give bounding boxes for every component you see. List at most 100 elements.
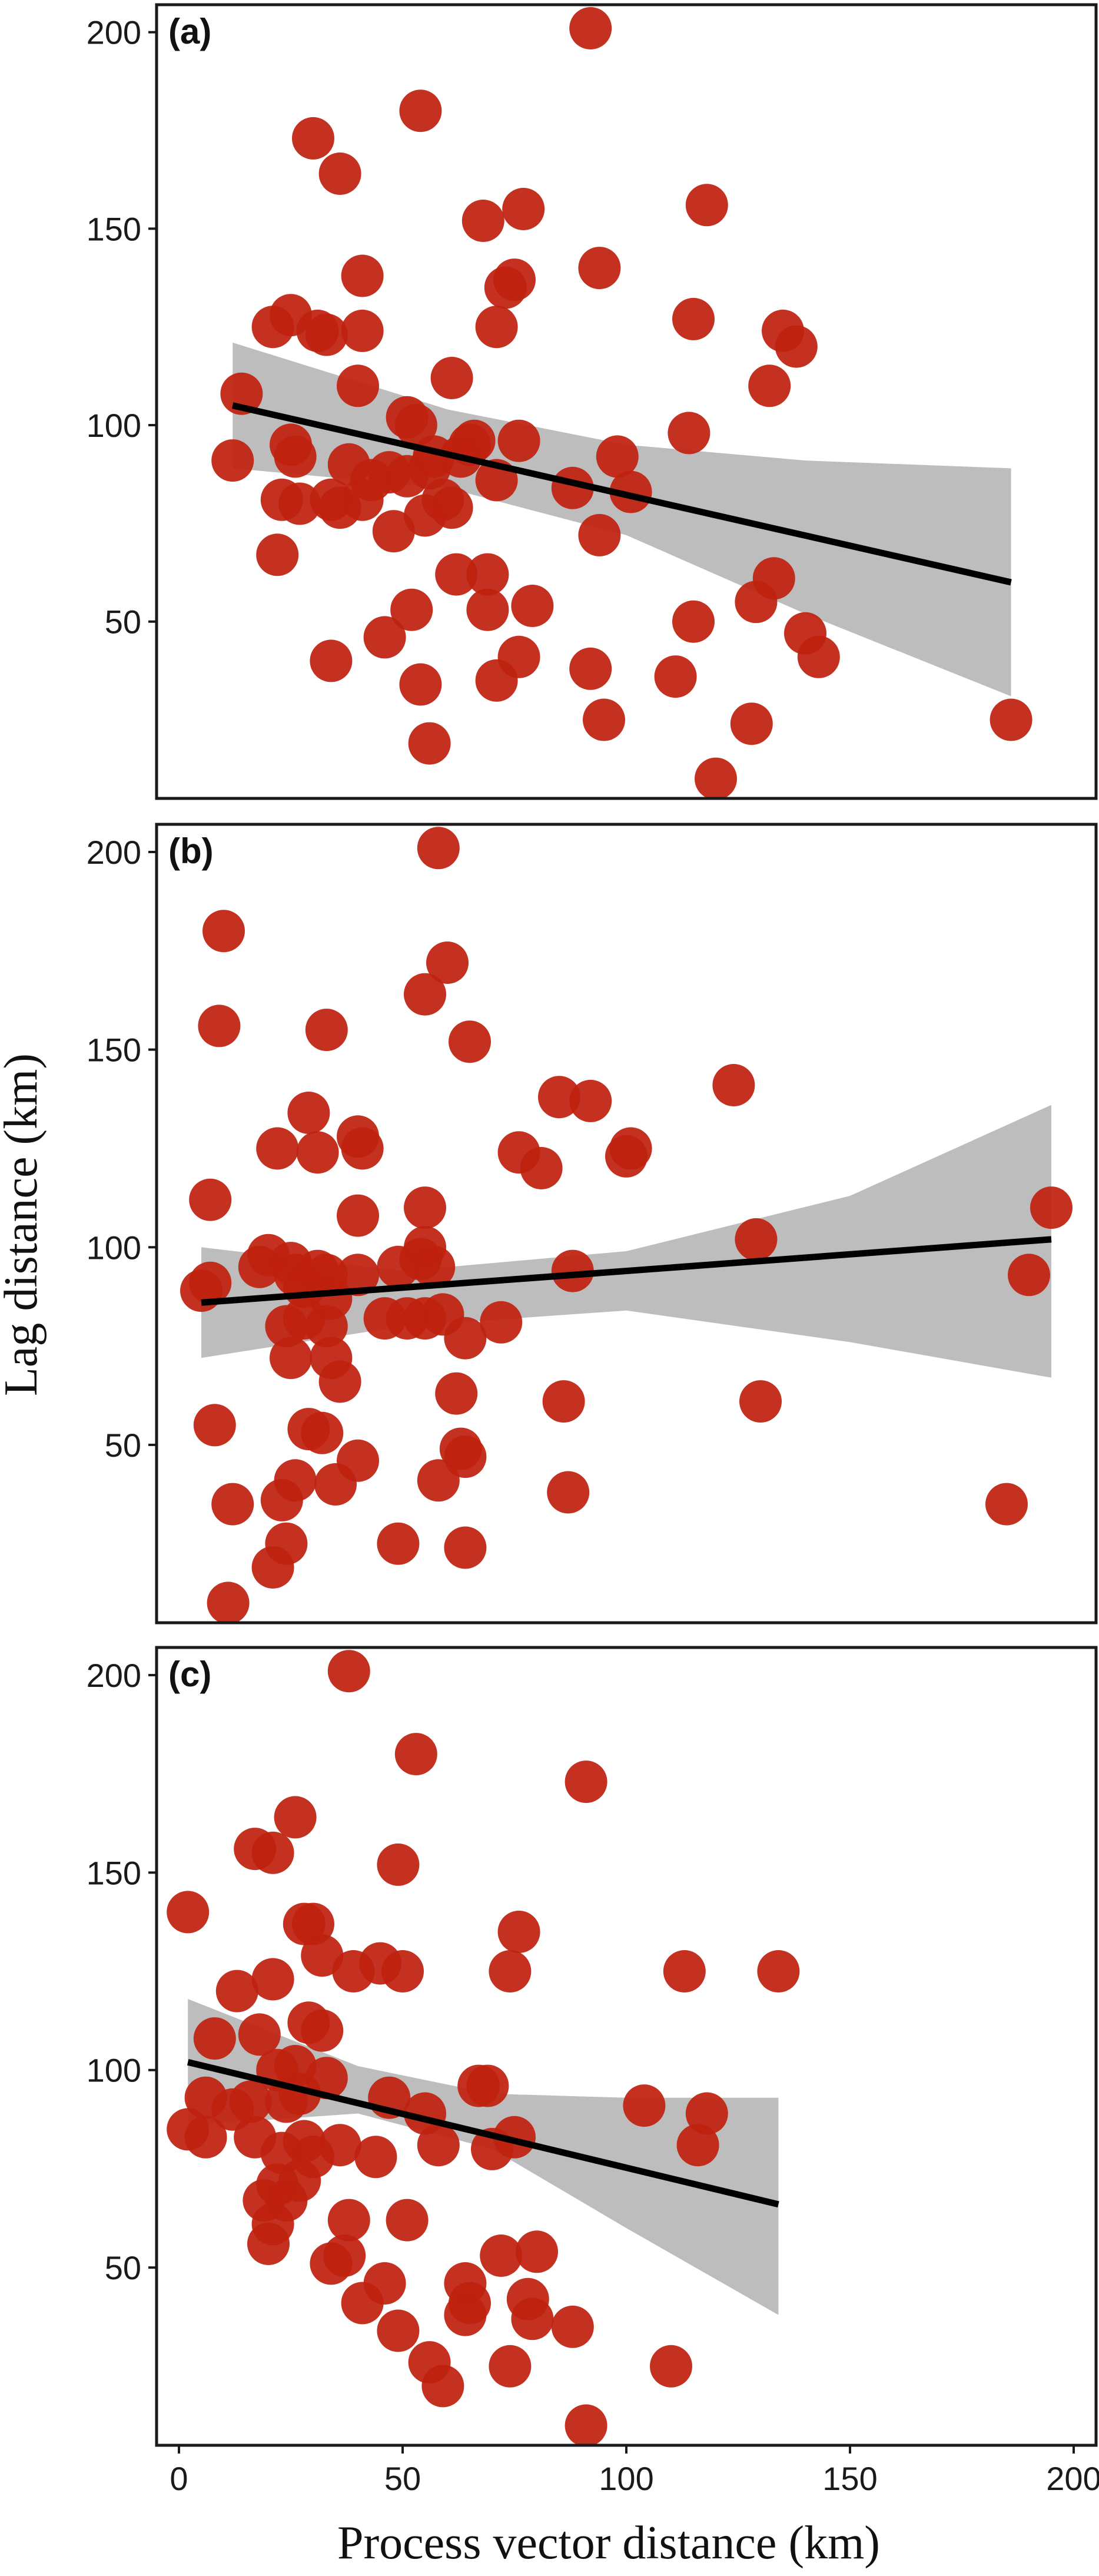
x-tick-label: 0 [170,2460,188,2497]
x-axis-title: Process vector distance (km) [337,2517,880,2569]
data-point [247,2222,290,2265]
y-tick-label: 150 [87,210,141,247]
data-point [609,470,652,513]
data-point [685,184,728,227]
x-axis: 0 50 100 150 200 [170,2445,1099,2497]
data-point [305,1305,348,1348]
data-point [287,1092,330,1134]
data-point [668,412,710,455]
data-point [497,419,540,462]
data-point [444,1526,487,1569]
data-point [426,941,469,984]
data-point [341,309,384,352]
panel-plot-area [167,1650,800,2445]
data-point [444,2293,487,2336]
data-point [672,600,715,643]
y-tick-label: 150 [87,1854,141,1891]
data-point [672,297,715,340]
data-point [551,2305,594,2348]
data-point [167,1891,210,1934]
y-tick-label: 200 [87,1657,141,1694]
data-point [229,2080,272,2123]
data-point [484,266,527,309]
data-point [394,404,437,446]
y-tick-label: 50 [105,604,141,641]
data-point [990,698,1032,741]
data-point [739,1380,782,1423]
data-point [449,1020,491,1063]
data-point [583,698,625,741]
data-point [215,1970,258,2013]
data-point [377,2309,420,2352]
data-point [238,1245,281,1288]
data-point [341,2282,384,2325]
data-point [650,2345,692,2388]
data-point [301,1934,344,1977]
data-point [516,2230,558,2273]
data-point [301,1411,344,1454]
data-point [211,1483,254,1526]
data-point [198,1004,241,1047]
data-point [386,2199,429,2242]
data-point [354,2136,397,2179]
data-point [278,2073,321,2115]
data-point [663,1950,706,1992]
data-point [310,639,353,682]
data-point [251,1831,294,1874]
data-point [390,588,433,631]
data-point [260,1478,303,1521]
data-point [332,1950,375,1992]
panel-2: 50 100 150 200 (b) [87,823,1098,1624]
data-point [489,1950,532,1992]
data-point [310,2242,353,2285]
data-point [417,2124,460,2167]
data-point [435,1372,478,1415]
data-point [377,1245,420,1288]
panel-border [155,3,1098,800]
data-point [184,2116,227,2159]
data-point [301,2009,344,2052]
data-point [404,973,446,1016]
data-point [480,2234,523,2277]
data-point [712,1064,755,1106]
data-point [480,1301,523,1344]
data-point [735,1218,778,1261]
data-point [189,1261,232,1304]
data-point [399,663,442,706]
data-point [274,1796,317,1839]
data-point [757,1950,800,1992]
panel-3: 50 100 150 200 (c) [87,1646,1098,2447]
data-point [511,585,554,627]
data-point [417,1459,460,1502]
data-point [1030,1186,1073,1229]
data-point [748,364,791,407]
data-point [363,616,406,659]
data-point [735,581,778,624]
data-point [305,1009,348,1052]
panel-plot-area [180,827,1073,1623]
y-tick-label: 50 [105,1427,141,1464]
data-point [193,1404,236,1447]
data-point [318,1360,361,1403]
data-point [502,188,545,230]
data-point [211,439,254,482]
y-tick-label: 150 [87,1032,141,1069]
data-point [551,1249,594,1292]
data-point [256,533,299,576]
data-point [547,1471,590,1514]
data-point [493,2116,536,2159]
data-point [238,2013,281,2056]
data-point [327,2199,370,2242]
data-point [256,1127,299,1170]
data-point [520,1147,563,1189]
data-point [274,435,317,478]
data-point [654,655,697,698]
data-point [341,254,384,297]
x-tick-label: 100 [599,2460,653,2497]
data-point [314,1463,357,1506]
data-point [605,1135,648,1178]
data-point [569,7,612,49]
data-point [730,702,773,745]
data-point [318,152,361,195]
